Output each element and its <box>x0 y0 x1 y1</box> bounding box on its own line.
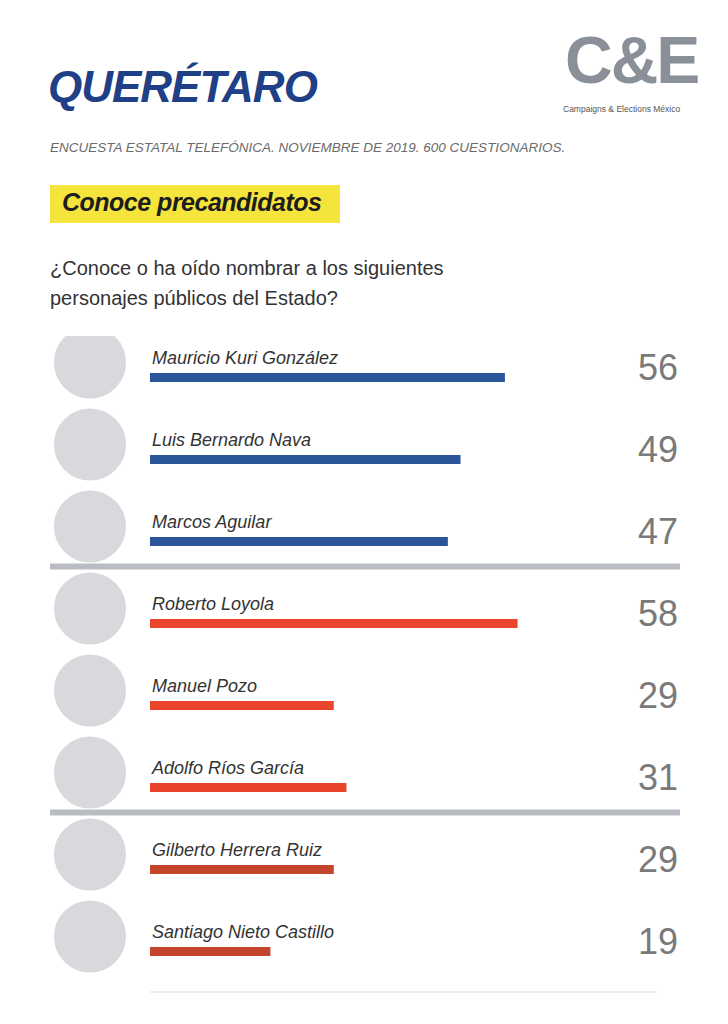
html-text:¿Conoce o ha oído nombrar a lo: ¿Conoce o ha oído nombrar a los siguient… <box>50 257 444 309</box>
html-text:C&E: C&E <box>565 23 699 97</box>
html-text:Campaigns & Elections México: Campaigns & Elections México <box>563 104 681 114</box>
svg-text:Adolfo Ríos García: Adolfo Ríos García <box>151 758 304 778</box>
svg-text:Santiago Nieto Castillo: Santiago Nieto Castillo <box>152 922 334 942</box>
svg-text:Roberto Loyola: Roberto Loyola <box>152 594 274 614</box>
svg-text:29: 29 <box>638 675 678 716</box>
svg-text:47: 47 <box>638 511 678 552</box>
svg-text:29: 29 <box>638 839 678 880</box>
html-text:Conoce precandidatos: Conoce precandidatos <box>62 188 322 216</box>
svg-text:Luis Bernardo Nava: Luis Bernardo Nava <box>152 430 311 450</box>
svg-text:31: 31 <box>638 757 678 798</box>
svg-text:58: 58 <box>638 593 678 634</box>
svg-text:Marcos Aguilar: Marcos Aguilar <box>152 512 272 532</box>
svg-text:49: 49 <box>638 429 678 470</box>
svg-text:Gilberto Herrera Ruiz: Gilberto Herrera Ruiz <box>152 840 322 860</box>
html-text:QUERÉTARO: QUERÉTARO <box>48 62 317 111</box>
svg-text:56: 56 <box>638 347 678 388</box>
svg-text:Manuel Pozo: Manuel Pozo <box>152 676 257 696</box>
svg-text:19: 19 <box>638 921 678 962</box>
svg-text:Mauricio Kuri González: Mauricio Kuri González <box>152 348 338 368</box>
html-text:ENCUESTA ESTATAL TELEFÓNICA. N: ENCUESTA ESTATAL TELEFÓNICA. NOVIEMBRE D… <box>50 140 566 155</box>
